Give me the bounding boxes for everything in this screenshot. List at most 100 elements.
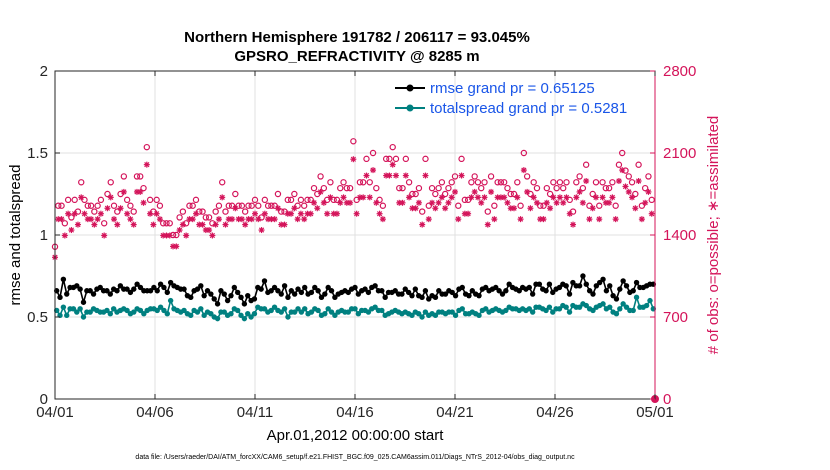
obs-possible-marker <box>159 220 167 227</box>
obs-assimilated-marker <box>209 232 216 239</box>
totalspread-point <box>623 304 630 310</box>
obs-possible-marker <box>64 196 72 204</box>
obs-possible-marker <box>353 196 360 204</box>
rmse-point <box>328 288 335 294</box>
obs-possible-marker <box>84 202 91 209</box>
obs-possible-marker <box>186 202 193 209</box>
totalspread-point <box>64 312 70 319</box>
obs-assimilated-marker <box>288 210 295 217</box>
rmse-point <box>194 286 201 292</box>
totalspread-point <box>77 306 83 312</box>
obs-assimilated-marker <box>324 210 331 217</box>
obs-possible-marker <box>215 202 223 209</box>
obs-possible-marker <box>219 179 226 186</box>
rmse-point <box>580 273 586 279</box>
totalspread-point <box>281 306 288 312</box>
obs-assimilated-marker <box>150 221 157 228</box>
obs-assimilated-marker <box>415 199 422 206</box>
obs-assimilated-marker <box>173 243 180 250</box>
rmse-point <box>550 289 556 296</box>
obs-assimilated-marker <box>222 221 229 228</box>
obs-possible-marker <box>323 196 331 204</box>
rmse-point <box>288 288 295 294</box>
rmse-point <box>127 289 134 296</box>
obs-possible-marker <box>514 179 521 186</box>
obs-assimilated-marker <box>297 210 304 217</box>
totalspread-point <box>295 306 301 312</box>
obs-assimilated-marker <box>468 194 475 201</box>
rmse-point <box>620 278 626 284</box>
obs-possible-marker <box>468 179 475 186</box>
rmse-point <box>593 283 600 289</box>
obs-possible-marker <box>441 190 449 198</box>
obs-assimilated-marker <box>127 216 134 223</box>
obs-assimilated-marker <box>183 232 190 239</box>
obs-assimilated-marker <box>435 199 442 206</box>
obs-assimilated-marker <box>442 205 449 212</box>
obs-assimilated-marker <box>573 194 580 201</box>
obs-assimilated-marker <box>156 216 163 223</box>
obs-assimilated-marker <box>271 216 278 223</box>
rmse-point <box>392 288 398 294</box>
rmse-point <box>104 288 110 294</box>
obs-possible-marker <box>569 208 577 215</box>
right-y-tick-label: 2100 <box>663 145 696 162</box>
obs-assimilated-marker <box>629 194 636 201</box>
obs-possible-marker <box>628 179 636 186</box>
totalspread-point <box>409 312 415 319</box>
rmse-point <box>285 294 291 301</box>
obs-possible-marker <box>438 179 446 186</box>
obs-possible-marker <box>87 202 95 209</box>
obs-assimilated-marker <box>261 210 268 217</box>
obs-assimilated-marker <box>111 216 118 223</box>
obs-possible-marker <box>146 196 154 204</box>
obs-possible-marker <box>320 184 328 192</box>
obs-possible-marker <box>173 231 180 239</box>
rmse-point <box>241 301 248 307</box>
totalspread-point <box>600 301 606 307</box>
obs-assimilated-marker <box>120 188 127 195</box>
rmse-point <box>278 291 284 297</box>
obs-assimilated-marker <box>589 205 596 212</box>
rmse-point <box>97 284 103 291</box>
obs-assimilated-marker <box>130 221 137 228</box>
obs-possible-marker <box>232 190 239 198</box>
rmse-point <box>64 291 70 297</box>
rmse-point <box>251 296 258 302</box>
obs-possible-marker <box>133 173 141 180</box>
rmse-point <box>399 291 405 297</box>
obs-assimilated-marker <box>606 199 613 206</box>
obs-assimilated-marker <box>363 172 370 179</box>
totalspread-point <box>576 304 583 310</box>
totalspread-point <box>154 307 160 314</box>
rmse-point <box>245 292 251 299</box>
rmse-point <box>570 279 576 286</box>
rmse-point <box>208 291 214 297</box>
obs-possible-marker <box>507 190 514 198</box>
obs-possible-marker <box>648 196 655 204</box>
rmse-point <box>623 283 630 289</box>
obs-possible-marker <box>107 179 114 186</box>
obs-possible-marker <box>205 214 213 221</box>
totalspread-point <box>328 309 335 315</box>
obs-assimilated-marker <box>465 210 472 217</box>
obs-possible-marker <box>540 202 547 209</box>
rmse-point <box>268 288 274 294</box>
rmse-point <box>452 292 459 299</box>
obs-possible-marker <box>182 220 190 227</box>
obs-possible-marker <box>297 196 305 204</box>
obs-assimilated-marker <box>527 205 534 212</box>
obs-possible-marker <box>632 190 639 198</box>
rmse-point <box>87 288 93 294</box>
totalspread-point <box>298 309 305 315</box>
chart-title-line1: Northern Hemisphere 191782 / 206117 = 93… <box>184 29 530 46</box>
obs-possible-marker <box>638 202 646 209</box>
totalspread-point <box>452 312 459 319</box>
obs-possible-marker <box>392 155 400 163</box>
obs-possible-marker <box>333 196 341 204</box>
obs-possible-marker <box>602 184 610 192</box>
totalspread-point <box>124 307 130 314</box>
rmse-point <box>181 286 187 292</box>
obs-possible-marker <box>278 208 285 215</box>
obs-assimilated-marker <box>65 210 72 217</box>
